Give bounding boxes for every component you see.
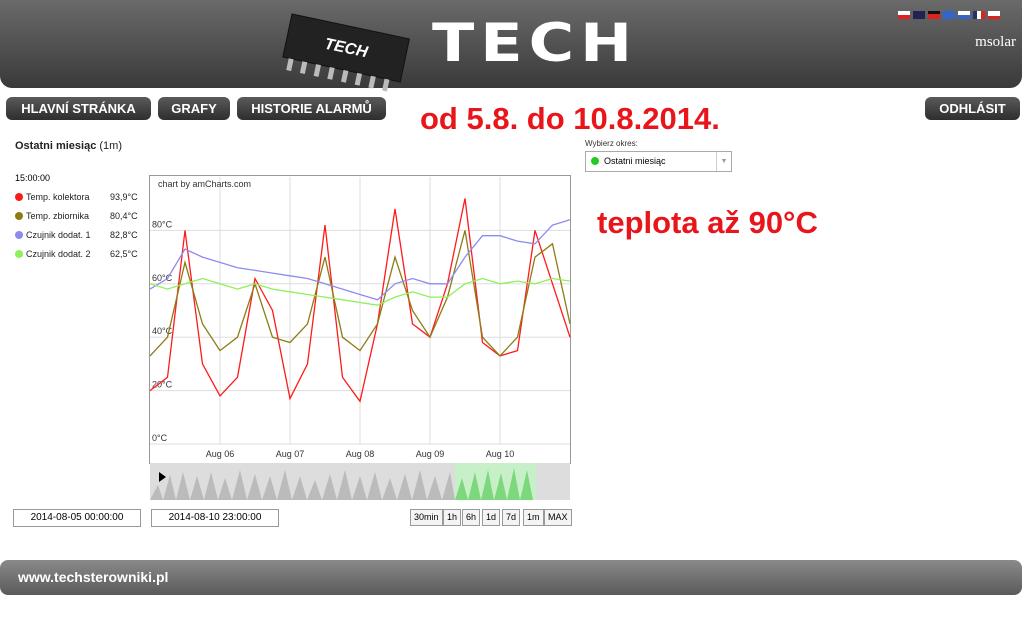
series-line bbox=[149, 277, 571, 306]
x-tick-label: Aug 06 bbox=[206, 449, 235, 459]
annotation: teplota až 90°C bbox=[597, 205, 818, 240]
y-tick-label: 0°C bbox=[152, 433, 168, 443]
zoom-button[interactable]: 30min bbox=[410, 509, 443, 526]
period-dot bbox=[591, 157, 599, 165]
legend-value: 62,5°C bbox=[110, 249, 138, 259]
x-tick-label: Aug 10 bbox=[486, 449, 515, 459]
nav-button[interactable]: HLAVNÍ STRÁNKA bbox=[6, 97, 151, 120]
legend-swatch bbox=[15, 193, 23, 201]
legend-name: Temp. zbiornika bbox=[26, 211, 90, 221]
legend-name: Czujnik dodat. 1 bbox=[26, 230, 91, 240]
y-tick-label: 60°C bbox=[152, 273, 173, 283]
period-label: Wybierz okres: bbox=[585, 139, 638, 148]
legend-item: Temp. kolektora 93,9°C bbox=[15, 192, 140, 202]
period-select[interactable]: Ostatni miesiąc ▼ bbox=[585, 151, 732, 172]
period-selected: Ostatni miesiąc bbox=[604, 156, 666, 166]
flags bbox=[898, 11, 1000, 19]
chart-credit: chart by amCharts.com bbox=[158, 179, 251, 189]
zoom-button[interactable]: 1d bbox=[482, 509, 501, 526]
footer: www.techsterowniki.pl bbox=[0, 560, 1022, 595]
zoom-button[interactable]: 7d bbox=[502, 509, 521, 526]
x-tick-label: Aug 08 bbox=[346, 449, 375, 459]
header bbox=[0, 0, 1022, 88]
legend-item: Czujnik dodat. 2 62,5°C bbox=[15, 249, 140, 259]
date-from[interactable]: 2014-08-05 00:00:00 bbox=[13, 509, 141, 527]
date-to[interactable]: 2014-08-10 23:00:00 bbox=[151, 509, 279, 527]
legend-value: 82,8°C bbox=[110, 230, 138, 240]
legend-name: Temp. kolektora bbox=[26, 192, 90, 202]
y-tick-label: 40°C bbox=[152, 326, 173, 336]
panel-title-text: Ostatni miesiąc bbox=[15, 140, 97, 152]
annotation: od 5.8. do 10.8.2014. bbox=[420, 101, 720, 136]
y-tick-label: 20°C bbox=[152, 380, 173, 390]
zoom-button[interactable]: 1m bbox=[523, 509, 544, 526]
legend-item: Temp. zbiornika 80,4°C bbox=[15, 211, 140, 221]
zoom-button[interactable]: 1h bbox=[443, 509, 462, 526]
legend-value: 80,4°C bbox=[110, 211, 138, 221]
footer-text: www.techsterowniki.pl bbox=[18, 569, 169, 585]
y-tick-label: 80°C bbox=[152, 219, 173, 229]
logout-button[interactable]: ODHLÁSIT bbox=[925, 97, 1020, 120]
nav-button[interactable]: GRAFY bbox=[158, 97, 230, 120]
legend-item: Czujnik dodat. 1 82,8°C bbox=[15, 230, 140, 240]
legend-swatch bbox=[15, 231, 23, 239]
panel-title-suffix: (1m) bbox=[99, 140, 122, 152]
chip: TECH bbox=[282, 13, 410, 92]
nav-button[interactable]: HISTORIE ALARMŮ bbox=[237, 97, 386, 120]
series-line bbox=[149, 219, 571, 301]
navigator bbox=[150, 463, 570, 500]
x-tick-label: Aug 07 bbox=[276, 449, 305, 459]
legend-swatch bbox=[15, 212, 23, 220]
legend-swatch bbox=[15, 250, 23, 258]
username: msolar bbox=[975, 34, 1016, 50]
panel-title: Ostatni miesiąc (1m) bbox=[15, 140, 122, 152]
legend-name: Czujnik dodat. 2 bbox=[26, 249, 91, 259]
zoom-button[interactable]: 6h bbox=[462, 509, 481, 526]
cursor-time: 15:00:00 bbox=[15, 173, 51, 183]
logo: TECH bbox=[432, 11, 639, 74]
x-tick-label: Aug 09 bbox=[416, 449, 445, 459]
dropdown-arrow: ▼ bbox=[716, 152, 731, 171]
legend-value: 93,9°C bbox=[110, 192, 138, 202]
series-line bbox=[149, 230, 571, 357]
zoom-button[interactable]: MAX bbox=[544, 509, 572, 526]
